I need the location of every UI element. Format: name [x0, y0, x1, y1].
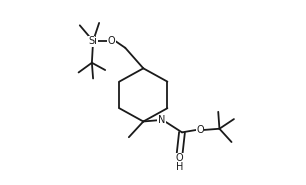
Text: O: O	[176, 153, 183, 164]
Text: Si: Si	[89, 36, 98, 46]
Text: O: O	[107, 36, 115, 46]
Text: N: N	[158, 115, 165, 125]
Text: H: H	[176, 162, 183, 172]
Text: O: O	[196, 125, 204, 135]
